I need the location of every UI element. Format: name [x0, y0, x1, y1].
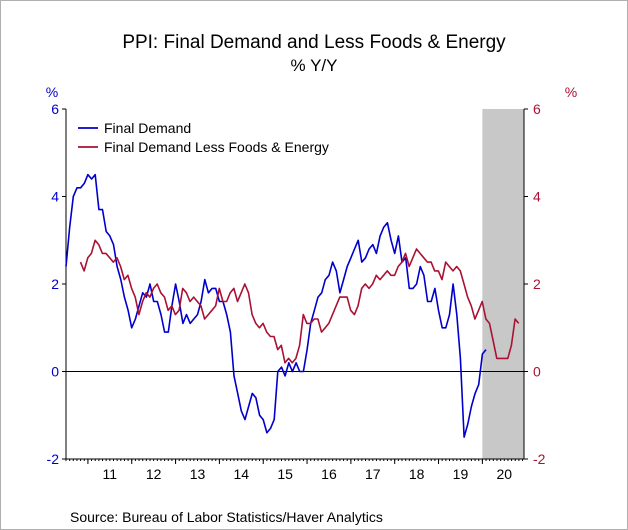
left-tick-label: 2 [51, 276, 59, 292]
axes: -2 -2 0 0 2 2 4 4 6 6% % 11 12 13 14 15 16 17 18 19 20 [46, 84, 577, 482]
series-lines [65, 173, 520, 438]
legend-label: Final Demand [104, 120, 191, 136]
right-tick-label: 2 [533, 276, 541, 292]
x-tick-label: 18 [409, 466, 425, 482]
left-unit-label: % [46, 84, 58, 100]
left-tick-label: 6 [51, 101, 59, 117]
x-tick-label: 13 [190, 466, 206, 482]
right-tick-label: 0 [533, 364, 541, 380]
x-tick-label: 16 [321, 466, 337, 482]
x-tick-label: 17 [365, 466, 381, 482]
chart-title: PPI: Final Demand and Less Foods & Energ… [122, 32, 506, 53]
chart-subtitle: % Y/Y [290, 56, 338, 75]
left-tick-label: 4 [51, 189, 59, 205]
source-note: Source: Bureau of Labor Statistics/Haver… [70, 509, 383, 525]
x-tick-label: 12 [146, 466, 162, 482]
series-line-less-foods-energy [79, 239, 520, 364]
right-unit-label: % [565, 84, 577, 100]
left-tick-label: 0 [51, 364, 59, 380]
recession-shade-layer [482, 109, 524, 459]
series-line-final-demand [65, 173, 487, 438]
legend: Final Demand Final Demand Less Foods & En… [78, 120, 329, 155]
x-tick-label: 11 [103, 466, 118, 482]
recession-shade [482, 109, 524, 459]
x-tick-label: 19 [453, 466, 469, 482]
right-tick-label: 4 [533, 189, 541, 205]
right-tick-label: -2 [533, 451, 546, 467]
x-tick-label: 14 [234, 466, 250, 482]
right-tick-label: 6 [533, 101, 541, 117]
left-tick-label: -2 [47, 451, 60, 467]
legend-label: Final Demand Less Foods & Energy [104, 139, 329, 155]
x-tick-label: 15 [277, 466, 293, 482]
x-tick-label: 20 [496, 466, 512, 482]
